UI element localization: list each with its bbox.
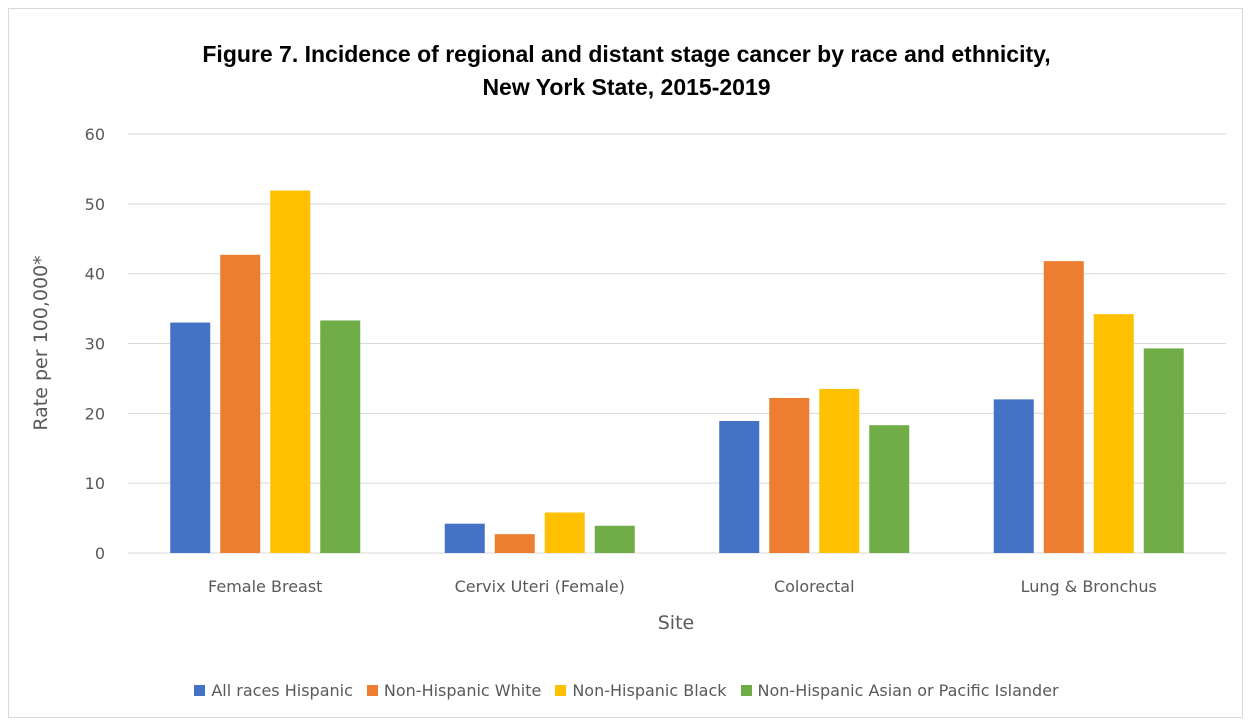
chart-title-line-1: Figure 7. Incidence of regional and dist… xyxy=(202,41,1051,67)
legend-swatch xyxy=(194,685,206,696)
y-tick-label: 0 xyxy=(95,544,105,563)
bar xyxy=(869,425,910,553)
bar xyxy=(1043,261,1084,553)
x-tick-label: Colorectal xyxy=(774,577,855,596)
y-tick-label: 40 xyxy=(85,265,105,284)
bar xyxy=(769,397,810,553)
y-tick-label: 60 xyxy=(85,125,105,144)
bar xyxy=(270,190,311,553)
y-tick-label: 50 xyxy=(85,195,105,214)
bar xyxy=(320,320,361,553)
legend-item: Non-Hispanic Black xyxy=(555,681,727,700)
legend-label: Non-Hispanic Asian or Pacific Islander xyxy=(757,681,1059,700)
bar xyxy=(220,254,261,554)
bars xyxy=(170,190,1184,554)
x-axis-ticks: Female Breast Cervix Uteri (Female) Colore… xyxy=(208,577,1157,596)
x-tick-label: Cervix Uteri (Female) xyxy=(455,577,625,596)
y-tick-label: 20 xyxy=(85,404,105,423)
legend-swatch xyxy=(740,685,752,696)
bar xyxy=(494,534,535,553)
bar xyxy=(719,421,760,553)
legend-label: All races Hispanic xyxy=(211,681,353,700)
legend-swatch xyxy=(555,685,567,696)
bar xyxy=(1093,314,1134,553)
bar xyxy=(594,525,635,553)
bar xyxy=(170,322,211,553)
bar xyxy=(1143,348,1184,553)
y-tick-label: 30 xyxy=(85,335,105,354)
legend-item: Non-Hispanic White xyxy=(366,681,542,700)
y-axis-ticks: 0 10 20 30 40 50 60 xyxy=(85,125,105,563)
bar xyxy=(819,388,860,553)
x-tick-label: Female Breast xyxy=(208,577,322,596)
legend: All races Hispanic Non-Hispanic White Non-… xyxy=(0,681,1253,700)
y-tick-label: 10 xyxy=(85,474,105,493)
chart-frame xyxy=(8,8,1243,718)
gridlines xyxy=(128,133,1226,554)
legend-label: Non-Hispanic Black xyxy=(572,681,727,700)
bar xyxy=(993,399,1034,553)
legend-item: Non-Hispanic Asian or Pacific Islander xyxy=(740,681,1059,700)
legend-swatch xyxy=(366,685,378,696)
chart-title-line-2: New York State, 2015-2019 xyxy=(482,74,771,100)
legend-label: Non-Hispanic White xyxy=(383,681,542,700)
x-tick-label: Lung & Bronchus xyxy=(1021,577,1157,596)
chart-title: Figure 7. Incidence of regional and dist… xyxy=(0,38,1253,104)
bar xyxy=(444,523,485,553)
y-axis-title: Rate per 100,000* xyxy=(30,255,52,430)
x-axis-title: Site xyxy=(658,612,694,634)
bar xyxy=(544,512,585,553)
legend-item: All races Hispanic xyxy=(194,681,353,700)
